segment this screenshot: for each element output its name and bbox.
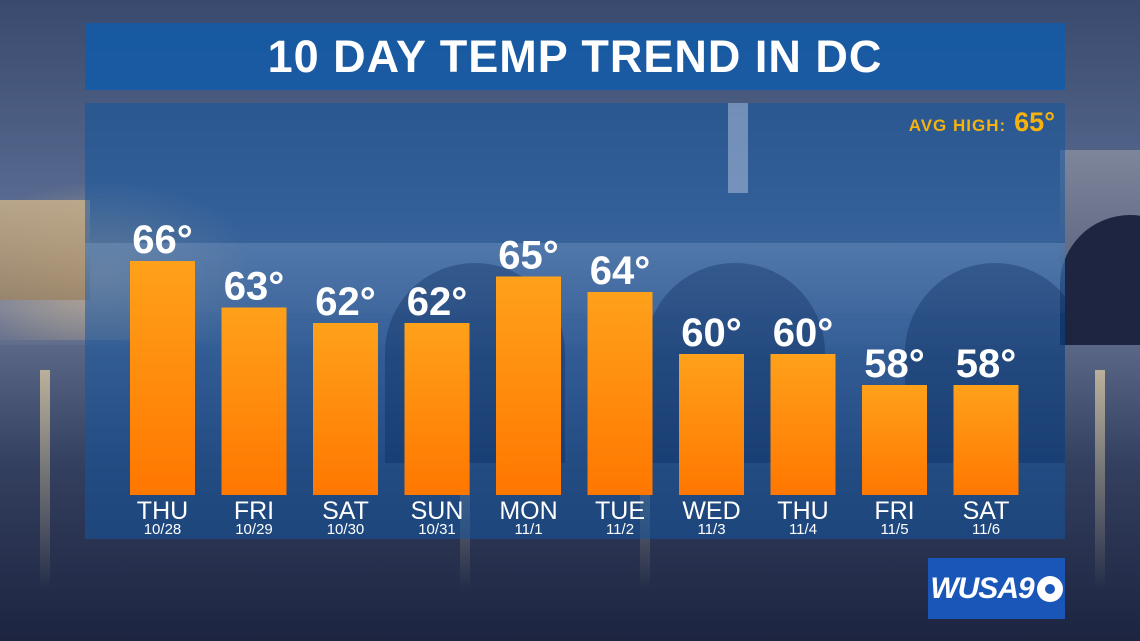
memorial-building	[0, 200, 90, 300]
bar	[679, 354, 744, 495]
bar-value-label: 64°	[590, 249, 651, 293]
bar	[587, 292, 653, 495]
date-label: 11/4	[789, 521, 817, 538]
chart-title: 10 DAY TEMP TREND IN DC	[267, 30, 883, 82]
bar	[862, 385, 927, 495]
bar	[130, 261, 195, 495]
date-label: 10/31	[418, 521, 456, 538]
bar	[953, 385, 1019, 495]
date-label: 11/6	[972, 521, 1000, 538]
date-label: 10/28	[144, 521, 182, 538]
bar-chart: 66°THU10/2863°FRI10/2962°SAT10/3062°SUN1…	[130, 218, 1019, 538]
date-label: 10/29	[235, 521, 273, 538]
day-label: TUE	[595, 497, 645, 525]
title-banner: 10 DAY TEMP TREND IN DC	[85, 23, 1065, 90]
bar	[404, 323, 470, 495]
day-label: SAT	[322, 497, 369, 525]
day-label: WED	[682, 497, 740, 525]
bar-value-label: 63°	[224, 265, 285, 309]
day-label: FRI	[874, 497, 914, 525]
bar-value-label: 60°	[773, 311, 834, 355]
date-label: 11/2	[606, 521, 634, 538]
avg-high: AVG HIGH: 65°	[909, 107, 1055, 138]
bar-value-label: 58°	[864, 342, 925, 386]
bar-value-label: 62°	[315, 280, 376, 324]
light-reflection	[1095, 370, 1105, 590]
day-label: MON	[499, 497, 557, 525]
date-label: 11/5	[880, 521, 908, 538]
logo-text: WUSA9	[930, 571, 1034, 605]
date-label: 11/3	[697, 521, 725, 538]
bar-value-label: 65°	[498, 234, 559, 278]
bar	[496, 276, 561, 495]
cbs-eye-icon	[1036, 575, 1063, 602]
date-label: 10/30	[327, 521, 365, 538]
light-reflection	[40, 370, 50, 590]
day-label: THU	[777, 497, 828, 525]
bar-value-label: 62°	[407, 280, 468, 324]
bar	[770, 354, 836, 495]
avg-high-value: 65°	[1014, 107, 1055, 137]
chart-panel: AVG HIGH: 65° 66° THU 10/28 63° FRI 10/29 62° S…	[85, 103, 1065, 539]
bar	[221, 307, 287, 495]
bar-value-label: 58°	[956, 342, 1017, 386]
day-label: FRI	[234, 497, 274, 525]
day-label: SUN	[411, 497, 464, 525]
bar-value-label: 60°	[681, 311, 742, 355]
day-label: THU	[137, 497, 188, 525]
bar	[313, 323, 378, 495]
day-label: SAT	[963, 497, 1010, 525]
station-logo: WUSA9	[928, 558, 1065, 619]
date-label: 11/1	[514, 521, 542, 538]
bridge-silhouette	[85, 243, 1065, 313]
monument-silhouette	[728, 103, 748, 193]
avg-high-label: AVG HIGH:	[908, 116, 1007, 135]
bar-value-label: 66°	[132, 218, 193, 262]
